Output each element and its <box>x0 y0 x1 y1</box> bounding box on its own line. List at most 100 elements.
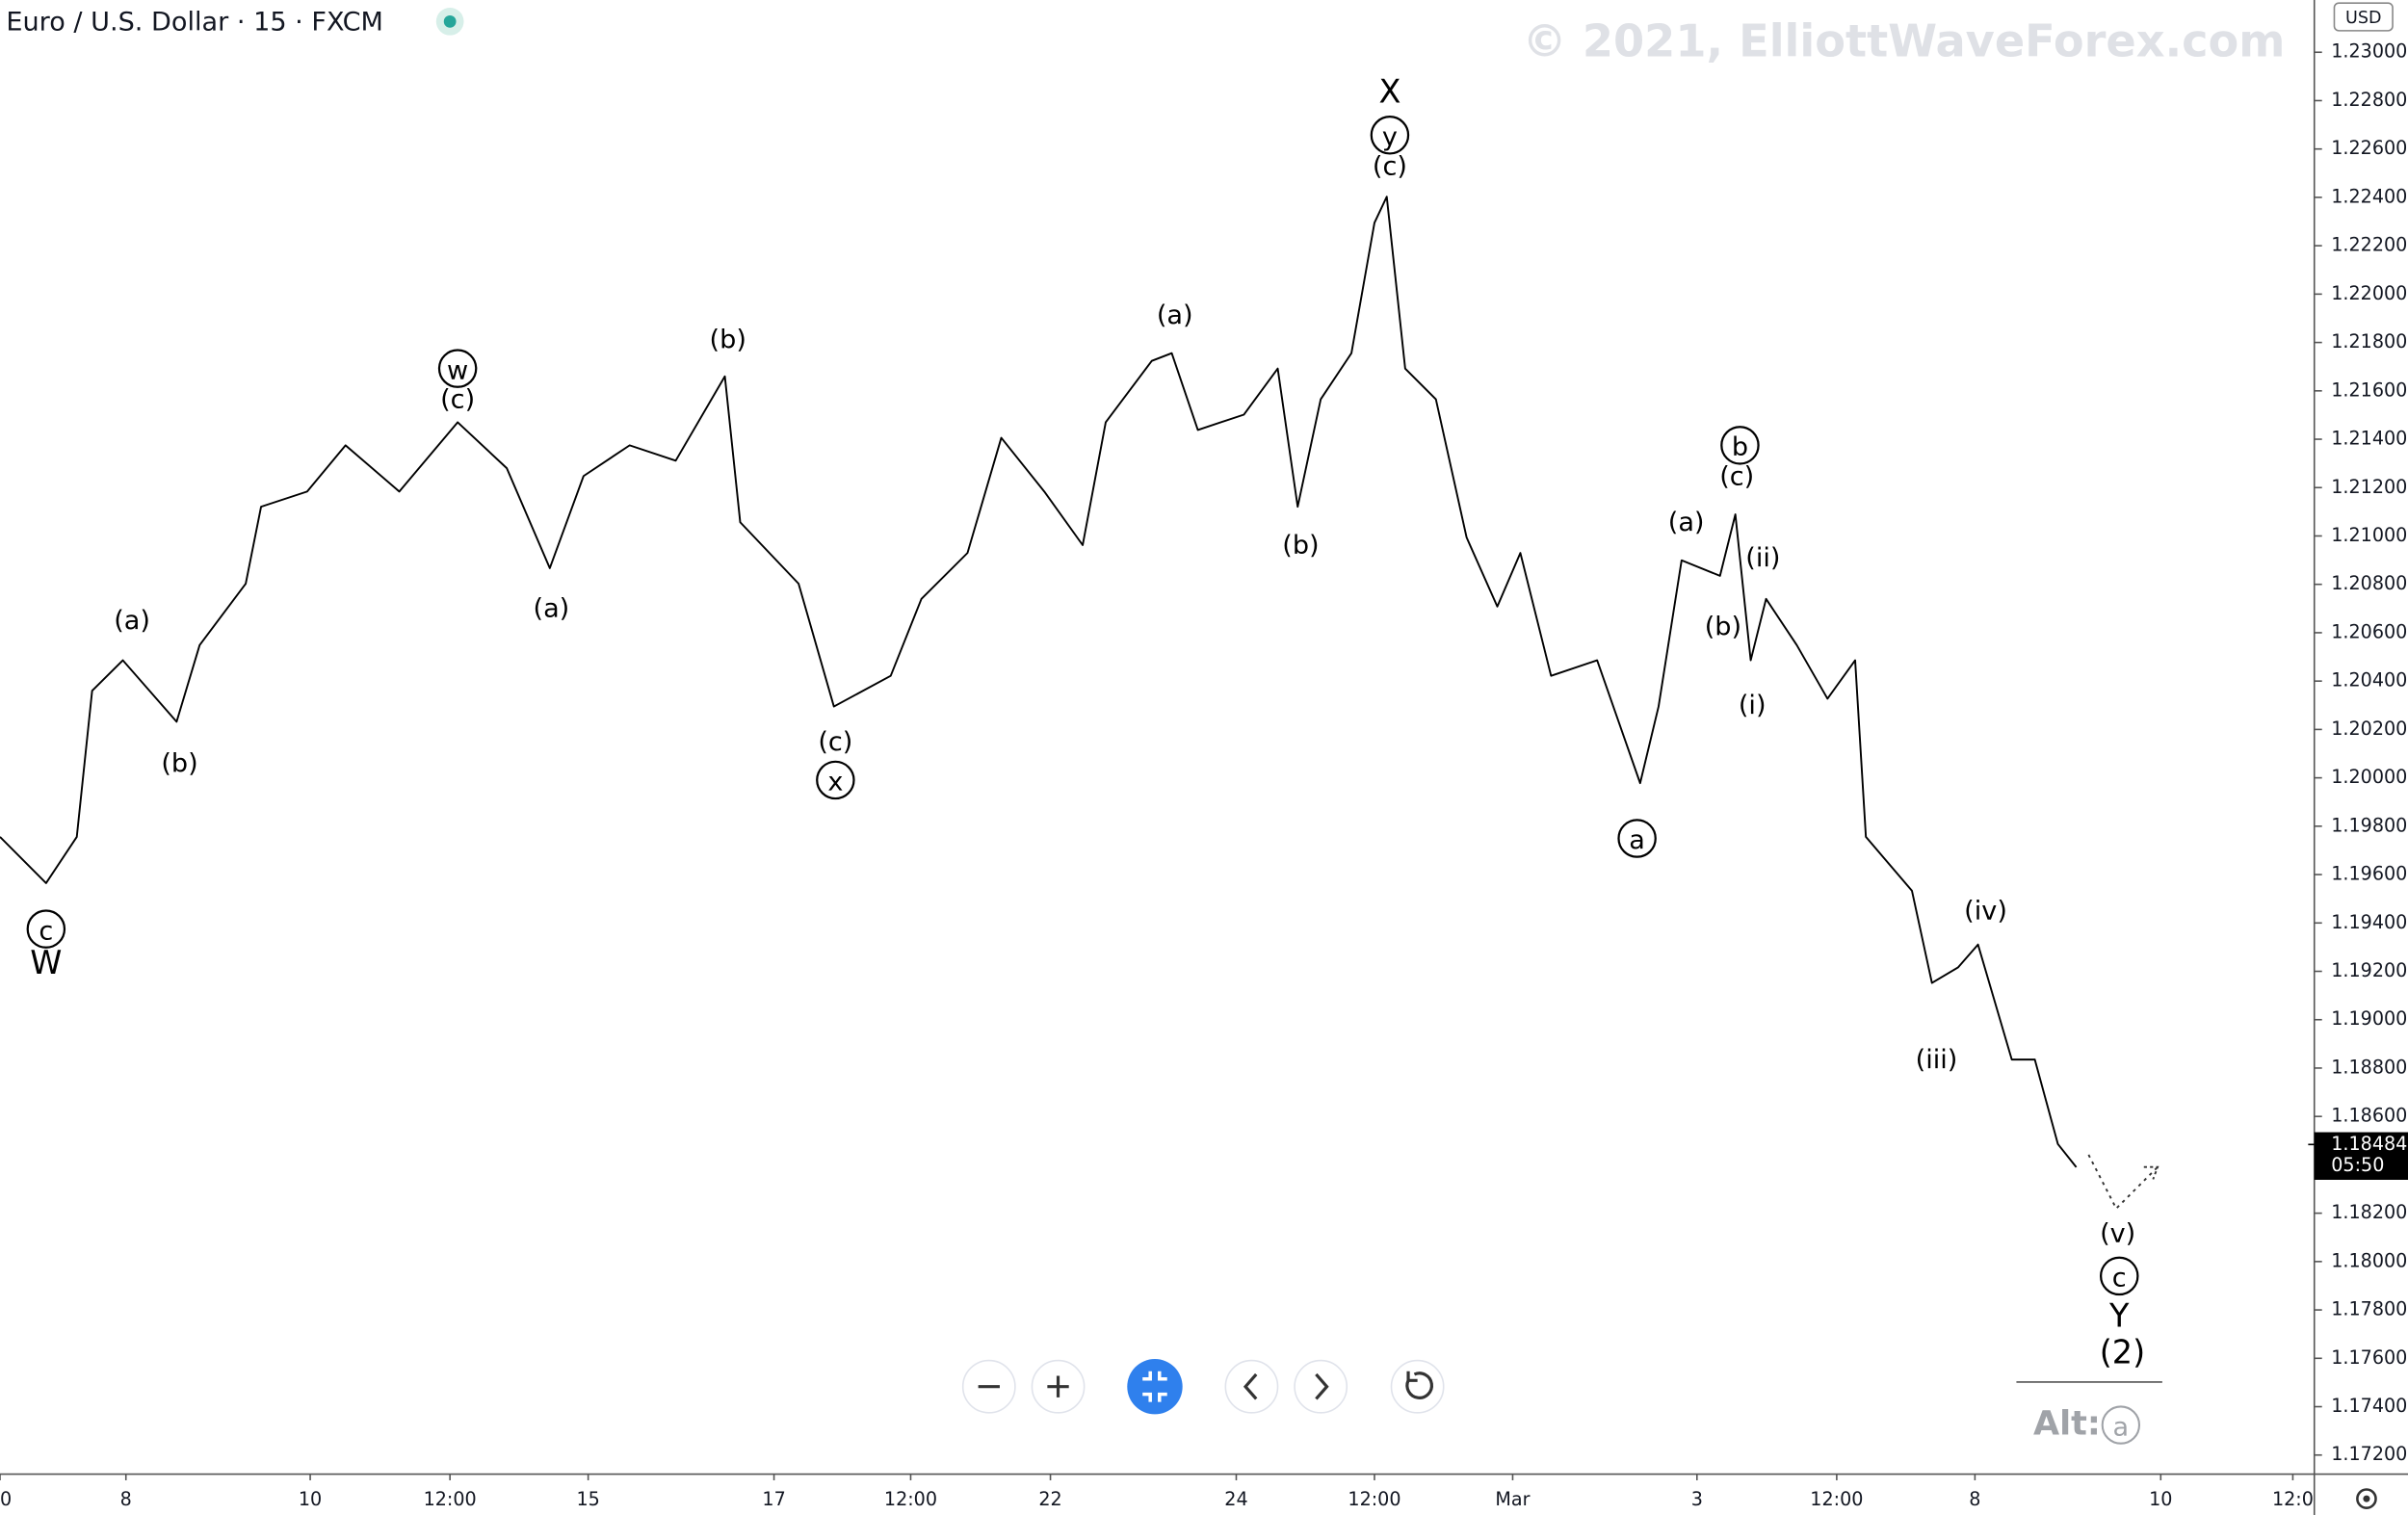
wave-label: (a) <box>1668 508 1705 537</box>
wave-label: (c) <box>1719 461 1754 491</box>
y-tick-label: 1.21200 <box>2331 476 2407 498</box>
wave-label: c <box>2112 1264 2127 1293</box>
watermark: © 2021, ElliottWaveForex.com <box>1523 15 2286 67</box>
x-tick-label: 22 <box>1038 1488 1061 1510</box>
wave-label: (a) <box>114 606 150 636</box>
currency-box[interactable] <box>2333 2 2394 32</box>
status-dot <box>443 14 457 28</box>
last-price-box <box>2314 1132 2408 1180</box>
y-tick-label: 1.18200 <box>2331 1201 2407 1223</box>
wave-label: (c) <box>818 727 852 757</box>
y-tick-label: 1.18800 <box>2331 1056 2407 1078</box>
y-tick-label: 1.19800 <box>2331 814 2407 836</box>
settings-icon <box>2356 1488 2377 1509</box>
y-tick-label: 1.20400 <box>2331 669 2407 692</box>
wave-circle <box>437 349 478 388</box>
wave-label: x <box>827 768 843 797</box>
y-tick-label: 1.18600 <box>2331 1105 2407 1127</box>
y-tick-label: 1.19000 <box>2331 1007 2407 1030</box>
projection-arrow <box>2143 1165 2159 1180</box>
wave-label: b <box>1732 432 1748 462</box>
y-tick-label: 1.20000 <box>2331 766 2407 788</box>
toolbar <box>961 1359 1445 1415</box>
chart-title: Euro / U.S. Dollar · 15 · FXCM <box>6 7 382 37</box>
wave-circle <box>26 909 66 949</box>
y-tick-label: 1.20600 <box>2331 620 2407 642</box>
wave-circle <box>816 760 855 800</box>
last-price: 1.18484 <box>2331 1133 2407 1155</box>
zoom-in-icon <box>1047 1375 1069 1397</box>
wave-label: (b) <box>710 325 746 354</box>
price-line <box>0 196 2078 1168</box>
x-tick-label: 3 <box>1691 1488 1703 1510</box>
wave-label: (b) <box>1705 613 1741 642</box>
wave-label: a <box>1629 825 1645 855</box>
x-tick-label: 12:00 <box>1810 1488 1863 1510</box>
scroll-left-icon <box>1243 1372 1258 1400</box>
y-tick-label: 1.22800 <box>2331 89 2407 111</box>
wave-label: (c) <box>1373 151 1407 181</box>
y-tick-label: 1.21000 <box>2331 524 2407 546</box>
wave-circle <box>1370 116 1410 155</box>
wave-label: (b) <box>161 748 197 778</box>
wave-circle <box>1720 426 1760 465</box>
alt-wave: a <box>2113 1412 2130 1442</box>
x-tick-label: 10 <box>2149 1488 2172 1510</box>
wave-label: c <box>39 916 53 946</box>
x-tick-label: 00 <box>0 1488 12 1510</box>
y-tick-label: 1.20800 <box>2331 572 2407 594</box>
y-tick-label: 1.19400 <box>2331 911 2407 933</box>
y-tick-label: 1.20200 <box>2331 718 2407 740</box>
wave-label: Y <box>2108 1296 2130 1334</box>
alt-wave-circle <box>2101 1405 2141 1445</box>
wave-label: (v) <box>2100 1218 2135 1248</box>
y-tick-label: 1.17400 <box>2331 1395 2407 1417</box>
wave-label: (i) <box>1739 691 1767 720</box>
scroll-right-icon <box>1315 1372 1329 1400</box>
reset-button[interactable] <box>1390 1359 1445 1414</box>
x-tick-label: 8 <box>1969 1488 1980 1510</box>
y-tick-label: 1.21400 <box>2331 428 2407 450</box>
y-tick-label: 1.22600 <box>2331 137 2407 159</box>
settings-button[interactable] <box>2356 1488 2377 1509</box>
x-tick-label: 15 <box>576 1488 599 1510</box>
x-tick-label: 10 <box>299 1488 322 1510</box>
scroll-left-button[interactable] <box>1224 1359 1279 1414</box>
y-tick-label: 1.17200 <box>2331 1443 2407 1465</box>
x-tick-label: 17 <box>762 1488 785 1510</box>
y-tick-label: 1.19600 <box>2331 863 2407 885</box>
wave-label: (iv) <box>1964 897 2007 927</box>
reset-icon <box>1405 1371 1433 1399</box>
wave-circle <box>1617 819 1657 858</box>
reset-scale-button[interactable] <box>1127 1359 1183 1415</box>
wave-label: (iii) <box>1916 1045 1958 1075</box>
x-tick-label: 12:00 <box>1348 1488 1400 1510</box>
y-tick-label: 1.23000 <box>2331 40 2407 63</box>
countdown: 05:50 <box>2331 1154 2384 1176</box>
y-tick-label: 1.22200 <box>2331 234 2407 256</box>
wave-label: (2) <box>2100 1334 2145 1371</box>
x-tick-label: 8 <box>120 1488 132 1510</box>
reset-scale-icon <box>1142 1371 1167 1402</box>
y-tick-label: 1.17800 <box>2331 1298 2407 1320</box>
wave-label: W <box>30 944 62 981</box>
wave-label: (c) <box>440 385 475 415</box>
wave-label: w <box>447 355 468 385</box>
y-tick-label: 1.17600 <box>2331 1346 2407 1369</box>
y-tick-label: 1.21800 <box>2331 330 2407 353</box>
x-tick-label: 24 <box>1224 1488 1247 1510</box>
x-tick-label: Mar <box>1495 1488 1530 1510</box>
scroll-right-button[interactable] <box>1294 1359 1348 1414</box>
y-tick-label: 1.18000 <box>2331 1249 2407 1271</box>
wave-label: (a) <box>534 593 570 623</box>
y-tick-label: 1.21600 <box>2331 379 2407 401</box>
wave-label: X <box>1378 73 1400 111</box>
y-tick-label: 1.19200 <box>2331 959 2407 981</box>
x-tick-label: 12:00 <box>424 1488 477 1510</box>
y-tick-label: 1.22000 <box>2331 282 2407 304</box>
wave-label: (a) <box>1157 300 1193 330</box>
wave-circle <box>2100 1256 2139 1296</box>
settings-icon-center <box>2363 1495 2370 1502</box>
x-tick-label: 12:0 <box>2272 1488 2314 1510</box>
